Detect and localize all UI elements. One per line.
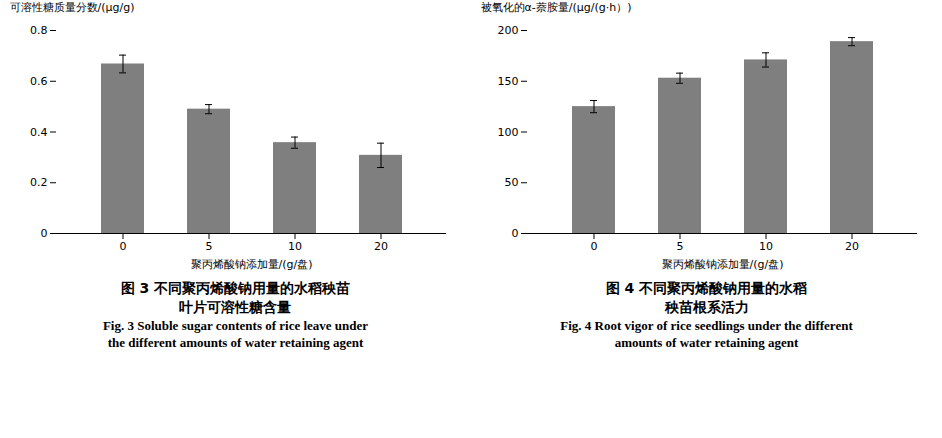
svg-text:聚丙烯酸钠添加量/(g/盘): 聚丙烯酸钠添加量/(g/盘) bbox=[190, 258, 312, 271]
svg-text:0: 0 bbox=[590, 240, 597, 253]
svg-text:10: 10 bbox=[759, 240, 773, 253]
svg-text:150: 150 bbox=[497, 75, 518, 88]
html-text:amounts of water retaining age: amounts of water retaining agent bbox=[614, 335, 799, 351]
html-text:the different amounts of water: the different amounts of water retaining… bbox=[107, 335, 364, 351]
svg-text:被氧化的α-萘胺量/(μg/(g·h）): 被氧化的α-萘胺量/(μg/(g·h）) bbox=[480, 1, 631, 14]
svg-text:0.4: 0.4 bbox=[30, 126, 48, 139]
svg-text:50: 50 bbox=[504, 176, 518, 189]
svg-text:200: 200 bbox=[497, 24, 518, 37]
svg-text:0.8: 0.8 bbox=[30, 24, 48, 37]
html-text:Fig. 3 Soluble sugar contents: Fig. 3 Soluble sugar contents of rice le… bbox=[102, 317, 369, 333]
svg-text:5: 5 bbox=[205, 240, 212, 253]
html-text:图 3 不同聚丙烯酸钠用量的水稻秧苗: 图 3 不同聚丙烯酸钠用量的水稻秧苗 bbox=[120, 280, 351, 296]
html-text:秧苗根系活力: 秧苗根系活力 bbox=[664, 298, 749, 315]
svg-text:0: 0 bbox=[511, 227, 518, 240]
html-text:图 4 不同聚丙烯酸钠用量的水稻: 图 4 不同聚丙烯酸钠用量的水稻 bbox=[605, 280, 808, 296]
svg-text:10: 10 bbox=[288, 240, 302, 253]
svg-text:0: 0 bbox=[119, 240, 126, 253]
svg-text:5: 5 bbox=[676, 240, 683, 253]
html-text:叶片可溶性糖含量: 叶片可溶性糖含量 bbox=[179, 298, 292, 315]
svg-text:100: 100 bbox=[497, 126, 518, 139]
svg-text:可溶性糖质量分数/(μg/g): 可溶性糖质量分数/(μg/g) bbox=[9, 1, 134, 14]
svg-text:20: 20 bbox=[845, 240, 859, 253]
svg-text:0.6: 0.6 bbox=[30, 75, 48, 88]
svg-text:0: 0 bbox=[40, 227, 47, 240]
svg-text:20: 20 bbox=[374, 240, 388, 253]
svg-text:0.2: 0.2 bbox=[30, 176, 48, 189]
svg-text:聚丙烯酸钠添加量/(g/盘): 聚丙烯酸钠添加量/(g/盘) bbox=[661, 258, 783, 271]
html-text:Fig. 4 Root vigor of rice seed: Fig. 4 Root vigor of rice seedlings unde… bbox=[560, 317, 853, 333]
